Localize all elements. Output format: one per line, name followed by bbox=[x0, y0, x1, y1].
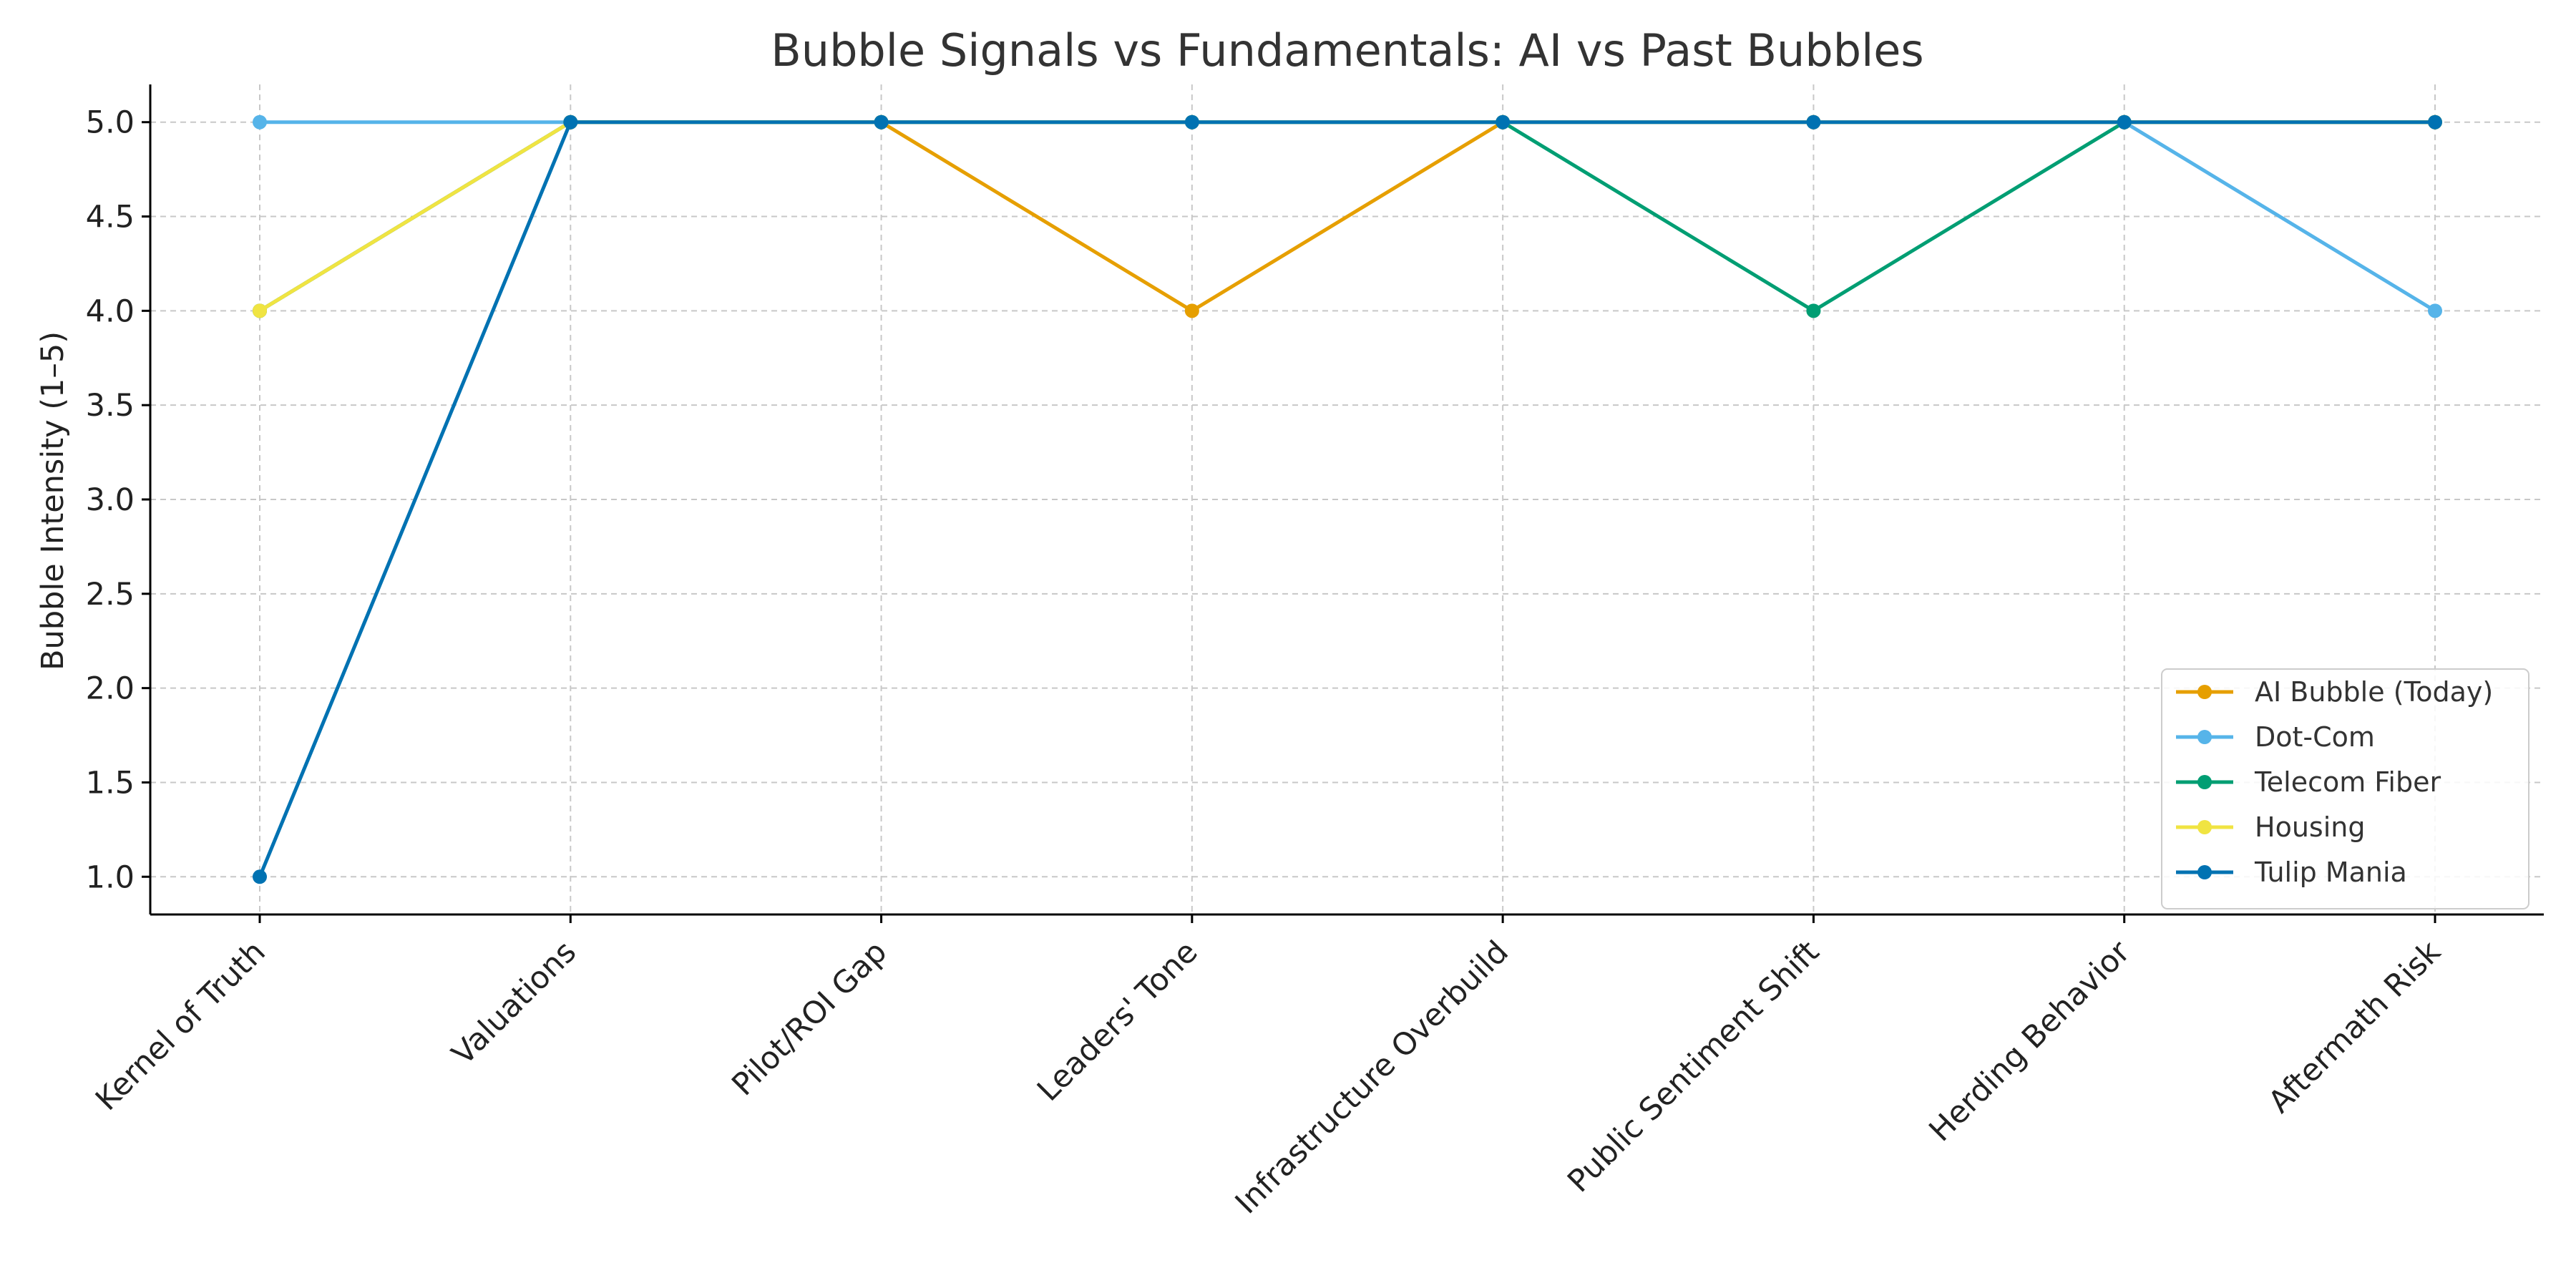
legend-swatch-marker bbox=[2197, 685, 2212, 699]
series-line bbox=[258, 120, 2435, 878]
x-tick-label: Kernel of Truth bbox=[89, 934, 273, 1118]
y-tick-label: 2.0 bbox=[86, 671, 135, 707]
y-tick-label: 4.0 bbox=[86, 293, 135, 329]
legend-box bbox=[2161, 668, 2529, 909]
data-point bbox=[2428, 114, 2442, 130]
data-point bbox=[874, 114, 889, 130]
data-point bbox=[1184, 303, 1199, 318]
axes bbox=[142, 84, 2544, 923]
data-point bbox=[253, 869, 267, 884]
legend-swatch-marker bbox=[2197, 865, 2212, 879]
legend-entry-label: Dot-Com bbox=[2255, 721, 2375, 753]
tick-labels: 1.0 1.5 2.0 2.5 3.0 3.5 4.0 4.5 5.0 Kernel of Tru… bbox=[86, 105, 2448, 1221]
chart-title: Bubble Signals vs Fundamentals: AI vs Pa… bbox=[771, 24, 1924, 77]
x-tick-label: Aftermath Risk bbox=[2262, 934, 2448, 1120]
legend-swatch-marker bbox=[2197, 775, 2212, 789]
y-tick-label: 3.5 bbox=[86, 388, 135, 424]
x-tick-label: Public Sentiment Shift bbox=[1561, 934, 1826, 1199]
legend-entry-label: AI Bubble (Today) bbox=[2255, 676, 2493, 708]
legend: AI Bubble (Today) Dot-Com Telecom Fiber Hou… bbox=[2161, 668, 2529, 909]
data-point bbox=[2428, 303, 2442, 318]
legend-swatch-marker bbox=[2197, 730, 2212, 744]
legend-entry-label: Telecom Fiber bbox=[2254, 766, 2441, 798]
y-tick-label: 2.5 bbox=[86, 577, 135, 613]
series-lines bbox=[253, 114, 2442, 884]
data-point bbox=[1184, 114, 1199, 130]
y-tick-label: 1.5 bbox=[86, 765, 135, 801]
data-point bbox=[2117, 114, 2132, 130]
y-tick-label: 1.0 bbox=[86, 859, 135, 895]
x-tick-label: Leaders' Tone bbox=[1030, 934, 1204, 1108]
data-point bbox=[563, 114, 578, 130]
legend-entry-label: Tulip Mania bbox=[2254, 857, 2407, 888]
y-tick-label: 4.5 bbox=[86, 200, 135, 235]
data-point bbox=[253, 114, 267, 130]
legend-swatch-marker bbox=[2197, 820, 2212, 834]
data-point bbox=[1496, 114, 1511, 130]
y-tick-label: 5.0 bbox=[86, 105, 135, 141]
legend-entry-label: Housing bbox=[2255, 811, 2365, 843]
x-tick-label: Pilot/ROI Gap bbox=[725, 934, 894, 1103]
y-tick-label: 3.0 bbox=[86, 482, 135, 518]
x-tick-label: Valuations bbox=[445, 934, 583, 1072]
data-point bbox=[1806, 114, 1821, 130]
y-axis-label: Bubble Intensity (1–5) bbox=[35, 331, 71, 670]
data-point bbox=[253, 303, 267, 318]
x-tick-label: Infrastructure Overbuild bbox=[1229, 934, 1516, 1221]
x-tick-label: Herding Behavior bbox=[1923, 934, 2137, 1148]
data-point bbox=[1806, 303, 1821, 318]
